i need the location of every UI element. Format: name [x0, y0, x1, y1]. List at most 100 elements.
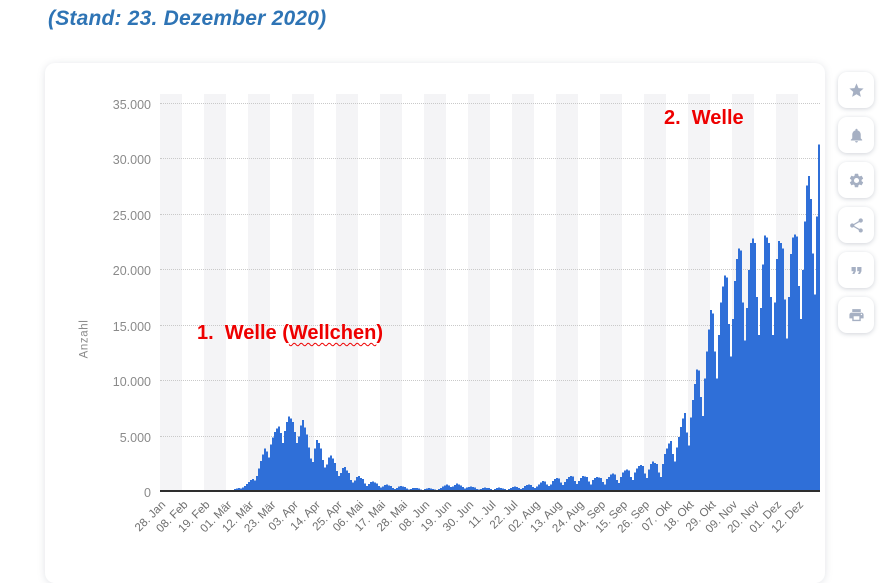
- bar: [812, 253, 814, 492]
- bar: [744, 340, 746, 492]
- bar: [368, 484, 370, 492]
- bar: [446, 484, 448, 492]
- bar: [460, 485, 462, 492]
- bar: [680, 427, 682, 492]
- bar: [596, 476, 598, 492]
- bar: [728, 324, 730, 492]
- y-tick-label: 30.000: [112, 153, 151, 167]
- bar: [336, 470, 338, 492]
- bar: [444, 485, 446, 492]
- bar: [280, 433, 282, 492]
- bar: [682, 418, 684, 492]
- bar: [474, 487, 476, 492]
- bar: [282, 443, 284, 492]
- cite-button[interactable]: [838, 252, 874, 288]
- bar: [390, 486, 392, 492]
- star-icon: [848, 82, 864, 97]
- bar: [784, 299, 786, 492]
- bar: [814, 294, 816, 492]
- bar: [686, 432, 688, 492]
- bar: [362, 479, 364, 492]
- y-tick-label: 10.000: [112, 375, 151, 389]
- favorite-button[interactable]: [838, 72, 874, 108]
- bar: [738, 248, 740, 492]
- toolbar-rail: [838, 72, 874, 342]
- bar: [312, 462, 314, 492]
- bar: [594, 477, 596, 492]
- bar: [324, 467, 326, 492]
- bar: [400, 486, 402, 492]
- settings-button[interactable]: [838, 162, 874, 198]
- bar: [618, 482, 620, 492]
- bar: [808, 175, 810, 492]
- page-title: (Stand: 23. Dezember 2020): [48, 7, 327, 30]
- bar: [716, 378, 718, 492]
- bar: [668, 443, 670, 492]
- bar: [472, 487, 474, 492]
- bar: [360, 478, 362, 492]
- bar: [276, 428, 278, 492]
- bar: [678, 436, 680, 492]
- bar: [746, 307, 748, 492]
- bar: [652, 461, 654, 492]
- bar: [364, 483, 366, 492]
- bar: [268, 457, 270, 492]
- bar: [712, 313, 714, 492]
- bar: [396, 487, 398, 492]
- bar: [524, 486, 526, 492]
- bar: [348, 473, 350, 492]
- bar: [264, 448, 266, 492]
- bar: [578, 481, 580, 492]
- bar: [560, 482, 562, 492]
- bar: [590, 484, 592, 492]
- y-tick-label: 20.000: [112, 264, 151, 278]
- bar: [244, 485, 246, 492]
- bar: [322, 459, 324, 492]
- bar: [772, 335, 774, 492]
- bar: [306, 434, 308, 492]
- bar: [556, 478, 558, 492]
- bar: [734, 280, 736, 492]
- annotation-second-wave: 2. Welle: [664, 107, 744, 129]
- y-axis-labels: 0 5.000 10.000 15.000 20.000 25.000 30.000 35.0…: [45, 94, 151, 501]
- bar: [688, 445, 690, 492]
- bar: [710, 310, 712, 492]
- bar: [352, 482, 354, 492]
- bar: [248, 482, 250, 492]
- annotation-first-wave-wavy-text: Wellchen: [288, 322, 377, 344]
- y-tick-label: 15.000: [112, 319, 151, 334]
- bar: [708, 329, 710, 492]
- bar: [704, 378, 706, 492]
- bar: [290, 418, 292, 492]
- bar: [376, 483, 378, 492]
- bar: [510, 487, 512, 492]
- bar: [720, 302, 722, 492]
- bar: [528, 484, 530, 492]
- bar: [756, 297, 758, 492]
- print-icon: [848, 308, 864, 321]
- bar: [458, 484, 460, 492]
- gridline: [160, 213, 820, 215]
- bar: [788, 297, 790, 492]
- bar: [484, 487, 486, 492]
- bar: [602, 482, 604, 492]
- y-tick-label: 35.000: [112, 97, 151, 112]
- bar: [672, 454, 674, 492]
- notification-button[interactable]: [838, 117, 874, 153]
- bar: [802, 270, 804, 492]
- bar: [486, 487, 488, 492]
- print-button[interactable]: [838, 297, 874, 333]
- bar: [300, 425, 302, 492]
- bar: [600, 478, 602, 492]
- bar: [260, 460, 262, 492]
- share-button[interactable]: [838, 207, 874, 243]
- bar: [692, 399, 694, 492]
- bar: [358, 475, 360, 492]
- bar: [610, 474, 612, 492]
- bar: [254, 480, 256, 492]
- bar: [318, 443, 320, 492]
- bar: [790, 253, 792, 492]
- bar: [660, 476, 662, 492]
- bar: [266, 451, 268, 492]
- bar: [706, 351, 708, 492]
